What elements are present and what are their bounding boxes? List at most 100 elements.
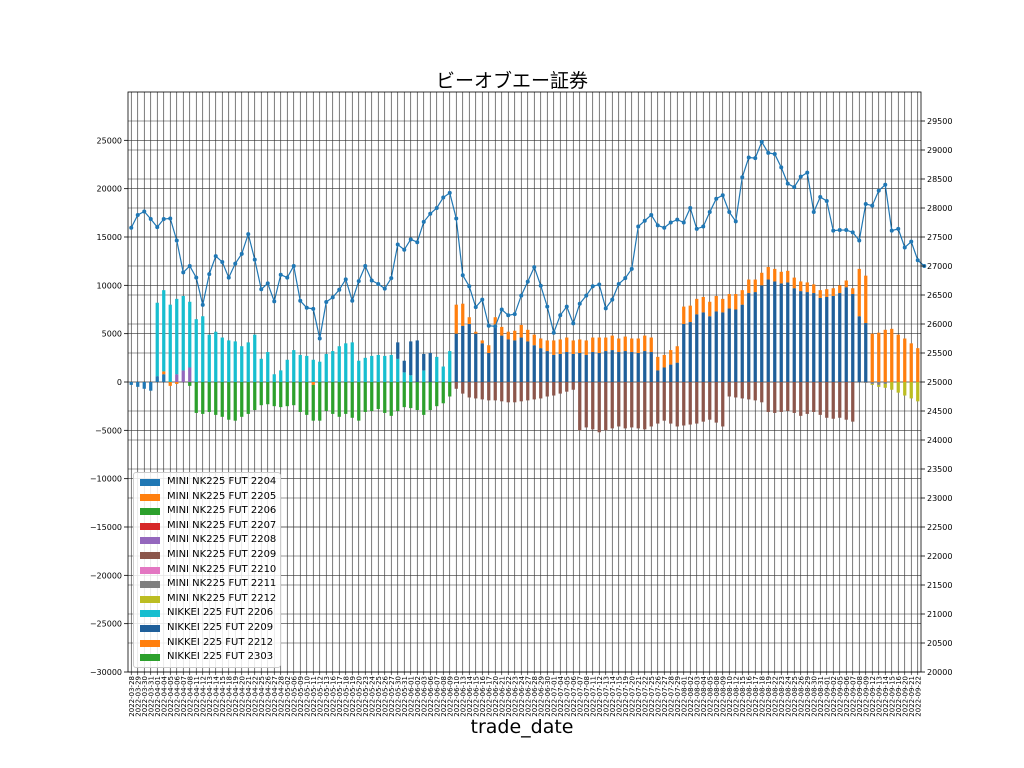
price-point bbox=[259, 287, 264, 292]
bar bbox=[799, 291, 803, 382]
price-point bbox=[181, 270, 186, 275]
bar bbox=[331, 351, 335, 382]
x-tick-label: 2022-06-03 bbox=[420, 676, 428, 717]
bar bbox=[513, 382, 517, 403]
x-tick-label: 2022-05-17 bbox=[336, 676, 344, 717]
bar bbox=[415, 340, 419, 382]
x-tick-label: 2022-09-22 bbox=[914, 676, 922, 717]
price-point bbox=[311, 306, 316, 311]
bar bbox=[701, 296, 705, 313]
bar bbox=[870, 382, 874, 384]
bar bbox=[155, 302, 159, 377]
price-point bbox=[610, 297, 615, 302]
bar bbox=[324, 382, 328, 411]
y-tick-label: 5000 bbox=[102, 330, 122, 339]
bar bbox=[825, 382, 829, 418]
bar bbox=[162, 290, 166, 372]
y2-tick-label: 29000 bbox=[927, 146, 952, 155]
bar bbox=[428, 382, 432, 411]
bar bbox=[441, 366, 445, 382]
bar bbox=[578, 382, 582, 431]
x-tick-label: 2022-04-11 bbox=[193, 676, 201, 717]
x-tick-label: 2022-05-24 bbox=[368, 675, 376, 716]
x-tick-label: 2022-08-09 bbox=[719, 676, 727, 717]
price-point bbox=[805, 170, 810, 175]
bar bbox=[500, 382, 504, 402]
x-tick-label: 2022-07-08 bbox=[583, 676, 591, 717]
price-point bbox=[655, 223, 660, 228]
bar bbox=[597, 353, 601, 382]
bar bbox=[578, 339, 582, 353]
y2-tick-label: 26000 bbox=[927, 320, 952, 329]
x-tick-label: 2022-06-06 bbox=[427, 675, 435, 716]
x-tick-label: 2022-09-21 bbox=[908, 676, 916, 717]
bar bbox=[292, 382, 296, 406]
legend-label: NIKKEI 225 FUT 2209 bbox=[167, 621, 274, 633]
x-tick-label: 2022-05-30 bbox=[394, 676, 402, 717]
bar bbox=[552, 354, 556, 382]
bar bbox=[214, 331, 218, 382]
legend-label: MINI NK225 FUT 2211 bbox=[167, 578, 277, 590]
bar bbox=[688, 305, 692, 323]
y-tick-label: 25000 bbox=[97, 136, 122, 145]
bar bbox=[675, 362, 679, 382]
bar bbox=[799, 382, 803, 416]
x-tick-label: 2022-07-06 bbox=[570, 675, 578, 716]
bar bbox=[857, 316, 861, 382]
price-point bbox=[564, 304, 569, 309]
bar bbox=[766, 279, 770, 382]
x-tick-label: 2022-08-24 bbox=[784, 675, 792, 716]
bar bbox=[909, 343, 913, 382]
x-tick-label: 2022-04-14 bbox=[212, 675, 220, 716]
bar bbox=[480, 343, 484, 382]
price-point bbox=[902, 245, 907, 250]
price-point bbox=[148, 217, 153, 222]
y2-tick-label: 26500 bbox=[927, 291, 952, 300]
bar bbox=[311, 382, 315, 385]
price-point bbox=[811, 210, 816, 215]
bar bbox=[883, 383, 887, 388]
bar bbox=[721, 312, 725, 382]
x-tick-label: 2022-07-25 bbox=[648, 676, 656, 717]
bar bbox=[571, 382, 575, 390]
bar bbox=[500, 326, 504, 336]
bar bbox=[311, 359, 315, 382]
legend-item: MINI NK225 FUT 2210 bbox=[134, 563, 280, 578]
x-tick-label: 2022-06-09 bbox=[446, 676, 454, 717]
bar bbox=[259, 358, 263, 382]
bar bbox=[844, 287, 848, 382]
x-tick-label: 2022-07-07 bbox=[576, 676, 584, 717]
x-tick-label: 2022-04-19 bbox=[232, 676, 240, 717]
x-tick-label: 2022-04-12 bbox=[199, 676, 207, 717]
bar bbox=[617, 382, 621, 427]
bar bbox=[383, 382, 387, 413]
y2-tick-label: 23000 bbox=[927, 494, 952, 503]
y-tick-label: −5000 bbox=[95, 426, 122, 435]
price-point bbox=[447, 190, 452, 195]
x-tick-label: 2022-06-17 bbox=[485, 676, 493, 717]
price-point bbox=[454, 216, 459, 221]
bar bbox=[558, 339, 562, 354]
bar bbox=[409, 382, 413, 409]
x-tick-label: 2022-07-29 bbox=[674, 676, 682, 717]
x-tick-label: 2022-08-19 bbox=[765, 676, 773, 717]
x-tick-label: 2022-05-25 bbox=[375, 676, 383, 717]
bar bbox=[909, 382, 913, 399]
x-tick-label: 2022-09-16 bbox=[895, 675, 903, 716]
price-point bbox=[694, 226, 699, 231]
bar bbox=[623, 336, 627, 352]
price-point bbox=[142, 209, 147, 214]
bar bbox=[623, 351, 627, 382]
bar bbox=[877, 384, 881, 387]
bar bbox=[474, 331, 478, 334]
bar bbox=[500, 335, 504, 382]
price-point bbox=[285, 275, 290, 280]
price-point bbox=[870, 203, 875, 208]
bar bbox=[227, 382, 231, 420]
bar bbox=[649, 382, 653, 427]
bar bbox=[838, 293, 842, 382]
bar bbox=[721, 298, 725, 313]
x-tick-label: 2022-03-29 bbox=[134, 676, 142, 717]
price-point bbox=[233, 261, 238, 266]
bar bbox=[844, 382, 848, 420]
